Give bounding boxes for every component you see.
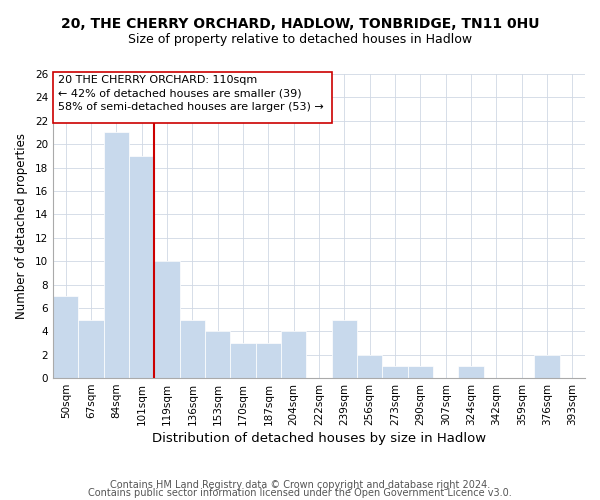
Bar <box>129 156 154 378</box>
Bar <box>407 366 433 378</box>
Text: 20, THE CHERRY ORCHARD, HADLOW, TONBRIDGE, TN11 0HU: 20, THE CHERRY ORCHARD, HADLOW, TONBRIDG… <box>61 18 539 32</box>
Bar <box>535 354 560 378</box>
Bar <box>53 296 79 378</box>
Bar <box>230 343 256 378</box>
Bar <box>180 320 205 378</box>
Text: Size of property relative to detached houses in Hadlow: Size of property relative to detached ho… <box>128 32 472 46</box>
Bar <box>205 332 230 378</box>
Bar <box>104 132 129 378</box>
Bar <box>53 72 332 123</box>
Bar <box>256 343 281 378</box>
Y-axis label: Number of detached properties: Number of detached properties <box>15 133 28 319</box>
Text: 20 THE CHERRY ORCHARD: 110sqm
← 42% of detached houses are smaller (39)
58% of s: 20 THE CHERRY ORCHARD: 110sqm ← 42% of d… <box>58 75 324 112</box>
Bar <box>79 320 104 378</box>
Text: Contains HM Land Registry data © Crown copyright and database right 2024.: Contains HM Land Registry data © Crown c… <box>110 480 490 490</box>
Bar <box>281 332 307 378</box>
Bar <box>332 320 357 378</box>
Bar <box>382 366 407 378</box>
Bar <box>357 354 382 378</box>
X-axis label: Distribution of detached houses by size in Hadlow: Distribution of detached houses by size … <box>152 432 486 445</box>
Bar <box>154 261 180 378</box>
Text: Contains public sector information licensed under the Open Government Licence v3: Contains public sector information licen… <box>88 488 512 498</box>
Bar <box>458 366 484 378</box>
